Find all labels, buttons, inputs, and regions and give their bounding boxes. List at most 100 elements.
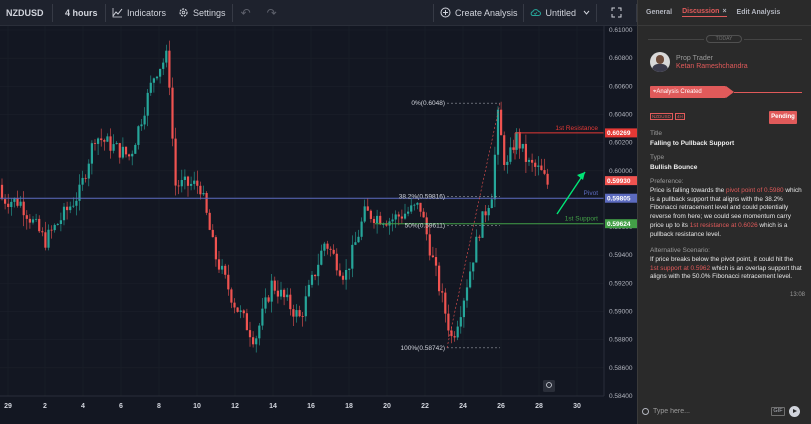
redo-button[interactable]: ↷ <box>259 0 285 26</box>
candle-body <box>490 199 493 208</box>
price-chart[interactable]: 1st Resistance Pivot 1st Support 0%(0.6048)… <box>0 26 637 424</box>
candle-body <box>221 265 224 270</box>
candle-body <box>7 203 10 208</box>
candle-body <box>93 143 97 145</box>
toolbar-divider <box>52 3 53 22</box>
price-tick-label: 0.59200 <box>609 280 633 287</box>
candle-body <box>360 221 363 237</box>
candle-body <box>199 185 202 195</box>
candle-body <box>543 170 546 174</box>
candle-body <box>183 176 186 180</box>
interval-chip: 4H <box>675 113 685 120</box>
candle-body <box>428 234 431 256</box>
candle-body <box>289 294 292 310</box>
candle-body <box>481 211 484 238</box>
candle-body <box>493 154 496 200</box>
tab-discussion[interactable]: Discussion × <box>682 8 727 17</box>
candle-body <box>444 292 447 314</box>
candle-body <box>258 325 261 339</box>
candle-body <box>233 302 236 308</box>
indicators-button[interactable]: Indicators <box>106 0 172 26</box>
support-label: 1st Support <box>565 216 598 223</box>
candle-body <box>255 338 258 345</box>
candle-body <box>264 297 267 309</box>
time-tick-label: 24 <box>459 403 467 410</box>
candle-body <box>56 223 59 225</box>
cloud-check-icon <box>531 9 542 16</box>
undo-icon: ↶ <box>240 5 251 20</box>
price-tick-label: 0.60800 <box>609 55 633 62</box>
candle-body <box>146 92 149 116</box>
candle-body <box>270 280 273 302</box>
candle-body <box>419 202 422 212</box>
alternative-label: Alternative Scenario: <box>650 247 710 254</box>
candle-body <box>521 143 524 149</box>
time-axis[interactable]: 29 2 4 6 8 10 12 14 16 18 20 22 24 26 28 30 <box>0 380 604 410</box>
candle-body <box>512 147 515 150</box>
divider-line <box>648 39 704 40</box>
candle-body <box>106 136 109 142</box>
candle-body <box>394 214 397 220</box>
chevron-down-icon <box>583 10 590 15</box>
candle-body <box>382 224 385 225</box>
candle-body <box>109 136 112 151</box>
close-icon[interactable]: × <box>722 8 727 15</box>
candle-body <box>453 336 456 338</box>
candle-body <box>143 115 146 125</box>
chart-area[interactable]: 1st Resistance Pivot 1st Support 0%(0.6048)… <box>0 26 637 424</box>
candle-body <box>13 198 16 202</box>
candle-body <box>239 310 242 312</box>
panel-tabs: General Discussion × Edit Analysis <box>638 0 811 26</box>
candle-body <box>236 307 239 312</box>
support-price-tag: 0.59624 <box>607 221 631 228</box>
candle-body <box>72 205 75 207</box>
candle-body <box>292 309 295 317</box>
candle-body <box>47 229 50 248</box>
candle-body <box>214 237 217 260</box>
gif-button[interactable]: GIF <box>771 406 785 416</box>
plus-circle-icon <box>440 7 451 18</box>
time-tick-label: 22 <box>421 403 429 410</box>
candle-body <box>465 287 469 301</box>
message-input[interactable] <box>653 407 771 415</box>
time-tick-label: 16 <box>307 403 315 410</box>
candle-body <box>366 206 369 211</box>
symbol-search[interactable]: NZDUSD <box>0 0 52 26</box>
candle-body <box>25 215 28 219</box>
candle-body <box>190 183 193 186</box>
date-separator: TODAY <box>706 35 742 43</box>
tab-general[interactable]: General <box>646 9 673 16</box>
author-name[interactable]: Ketan Rameshchandra <box>676 63 748 70</box>
emoji-icon[interactable] <box>642 407 649 415</box>
fullscreen-button[interactable] <box>597 0 636 26</box>
candle-body <box>261 308 264 326</box>
candle-body <box>159 68 162 77</box>
candle-body <box>100 138 103 141</box>
candle-body <box>286 294 289 298</box>
candle-body <box>224 265 227 275</box>
candle-body <box>431 255 434 258</box>
interval-dropdown[interactable]: 4 hours <box>53 0 105 26</box>
settings-button[interactable]: Settings <box>172 0 232 26</box>
candle-body <box>425 217 428 235</box>
price-tick-label: 0.58600 <box>609 365 633 372</box>
candle-body <box>323 243 326 251</box>
create-analysis-button[interactable]: Create Analysis <box>434 0 524 26</box>
candle-body <box>329 248 332 250</box>
candle-body <box>304 296 307 317</box>
candle-body <box>527 159 531 162</box>
price-axis[interactable]: 0.61000 0.60800 0.60600 0.60400 0.60200 0.600… <box>603 26 637 424</box>
top-toolbar: NZDUSD 4 hours Indicators Settings ↶ ↷ C… <box>0 0 637 26</box>
time-tick-label: 2 <box>43 403 47 410</box>
candle-body <box>31 219 35 223</box>
layout-dropdown[interactable]: Untitled <box>524 0 596 26</box>
send-button[interactable] <box>789 405 800 417</box>
time-tick-label: 26 <box>497 403 505 410</box>
undo-button[interactable]: ↶ <box>233 0 259 26</box>
pivot-label: Pivot <box>584 190 599 197</box>
pivot-price-tag: 0.59805 <box>607 196 631 203</box>
divider-line <box>744 39 802 40</box>
tab-edit-analysis[interactable]: Edit Analysis <box>736 9 781 16</box>
time-tick-label: 8 <box>157 403 161 410</box>
candle-body <box>320 250 323 265</box>
